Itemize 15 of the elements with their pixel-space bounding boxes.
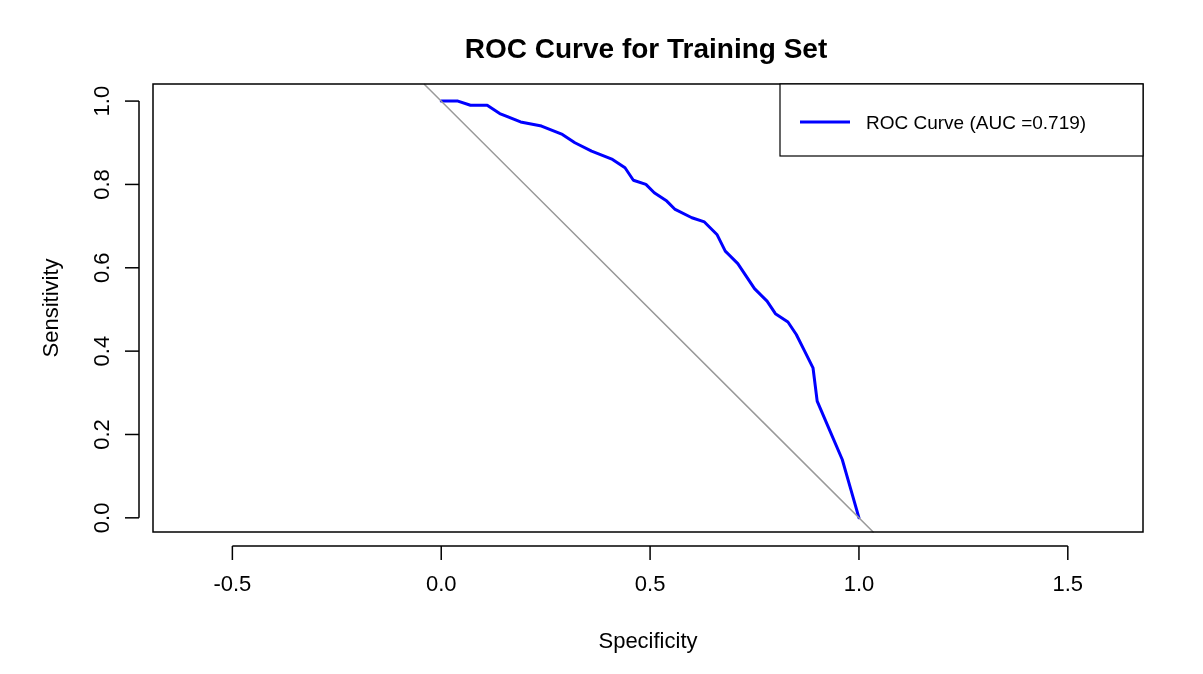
y-tick-label: 0.4 (89, 335, 114, 367)
y-tick-label: 0.2 (89, 419, 114, 450)
y-tick-label: 1.0 (89, 85, 114, 117)
chart-title: ROC Curve for Training Set (464, 33, 828, 64)
legend-label: ROC Curve (AUC =0.719) (866, 112, 1087, 133)
y-axis-title: Sensitivity (38, 258, 63, 358)
x-tick-label: 0.5 (634, 571, 666, 596)
y-tick-label: 0.6 (89, 252, 114, 284)
y-tick-label: 0.0 (89, 502, 114, 534)
x-tick-label: 1.5 (1052, 571, 1084, 596)
x-tick-label: -0.5 (213, 571, 252, 596)
x-axis-title: Specificity (598, 628, 698, 653)
x-tick-label: 0.0 (425, 571, 457, 596)
y-tick-label: 0.8 (89, 169, 114, 200)
x-tick-label: 1.0 (843, 571, 875, 596)
